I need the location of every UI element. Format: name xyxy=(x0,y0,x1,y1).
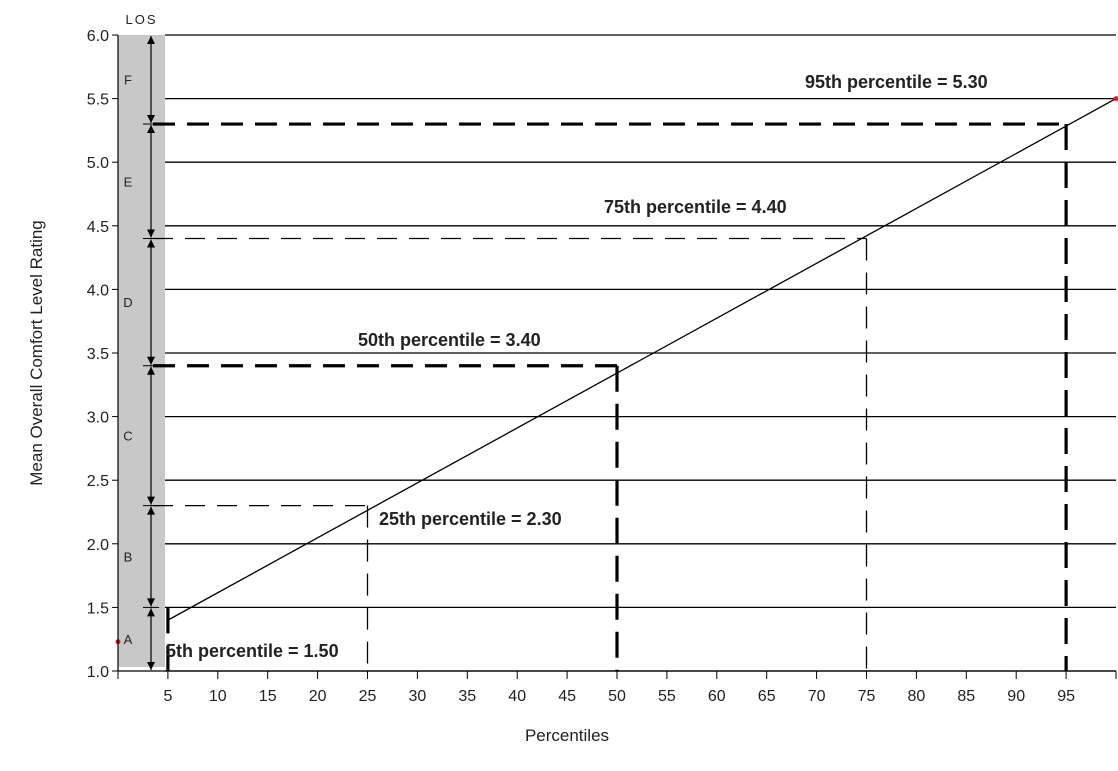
marker-point xyxy=(1113,96,1118,102)
percentile-label: 95th percentile = 5.30 xyxy=(805,72,988,92)
los-arrow-head xyxy=(147,36,155,44)
x-tick-label: 80 xyxy=(908,688,926,705)
percentile-label: 50th percentile = 3.40 xyxy=(358,330,541,350)
los-arrow-head xyxy=(147,229,155,238)
los-arrow-head xyxy=(147,366,155,375)
x-tick-label: 25 xyxy=(359,688,377,705)
x-tick-label: 15 xyxy=(259,688,277,705)
x-tick-label: 70 xyxy=(808,688,826,705)
y-tick-label: 6.0 xyxy=(87,28,109,45)
x-tick-label: 85 xyxy=(957,688,975,705)
los-arrow-head xyxy=(147,115,155,124)
y-tick-label: 5.5 xyxy=(87,92,109,109)
los-band-label: B xyxy=(124,550,133,565)
los-arrow-head xyxy=(147,125,155,134)
x-tick-label: 20 xyxy=(309,688,327,705)
los-band-label: D xyxy=(123,295,132,310)
y-tick-label: 1.0 xyxy=(87,664,109,681)
y-tick-label: 3.0 xyxy=(87,410,109,427)
los-band-layer xyxy=(118,35,165,667)
y-tick-label: 4.5 xyxy=(87,219,109,236)
los-band-label: C xyxy=(123,429,132,444)
series-line xyxy=(167,98,1117,621)
y-tick-label: 2.0 xyxy=(87,537,109,554)
percentile-label: 25th percentile = 2.30 xyxy=(379,509,562,529)
los-arrow-head xyxy=(147,356,155,365)
los-band xyxy=(118,35,165,667)
axis-layer: 1.0 1.5 2.0 2.5 3.0 3.5 4.0 4.5 5.0 5.5 6.0 5 10 15 20… xyxy=(87,28,1117,705)
los-arrow-head xyxy=(147,239,155,248)
los-arrow-head xyxy=(147,608,155,617)
los-band-label: E xyxy=(124,174,133,189)
x-tick-label: 5 xyxy=(163,688,172,705)
grid-layer xyxy=(165,34,1116,672)
los-arrow-head xyxy=(147,496,155,505)
x-tick-label: 35 xyxy=(458,688,476,705)
y-tick-label: 5.0 xyxy=(87,155,109,172)
los-arrow-head xyxy=(147,506,155,515)
los-band-label: F xyxy=(124,73,132,88)
y-tick-label: 1.5 xyxy=(87,600,109,617)
y-tick-label: 2.5 xyxy=(87,473,109,490)
x-tick-label: 45 xyxy=(558,688,576,705)
annotation-layer: 5th percentile = 1.50 25th percentile = 2… xyxy=(166,72,988,661)
los-arrow-head xyxy=(147,598,155,607)
percentile-label: 5th percentile = 1.50 xyxy=(166,641,339,661)
x-tick-label: 90 xyxy=(1007,688,1025,705)
x-tick-label: 60 xyxy=(708,688,726,705)
y-axis-title: Mean Overall Comfort Level Rating xyxy=(27,220,46,486)
los-scale: LOS A B C D E F xyxy=(123,12,159,670)
series-layer xyxy=(115,96,1118,645)
x-tick-label: 95 xyxy=(1057,688,1075,705)
los-arrow-head xyxy=(147,662,155,670)
x-axis-title: Percentiles xyxy=(525,726,609,745)
x-tick-label: 30 xyxy=(409,688,427,705)
los-title: LOS xyxy=(125,12,157,27)
percentile-guides xyxy=(153,122,1068,671)
x-tick-label: 40 xyxy=(508,688,526,705)
x-tick-label: 65 xyxy=(758,688,776,705)
x-tick-label: 50 xyxy=(608,688,626,705)
percentile-label: 75th percentile = 4.40 xyxy=(604,197,787,217)
x-tick-label: 75 xyxy=(858,688,876,705)
y-tick-label: 3.5 xyxy=(87,346,109,363)
y-tick-label: 4.0 xyxy=(87,282,109,299)
x-tick-label: 10 xyxy=(209,688,227,705)
x-tick-label: 55 xyxy=(658,688,676,705)
los-band-label: A xyxy=(124,632,133,647)
